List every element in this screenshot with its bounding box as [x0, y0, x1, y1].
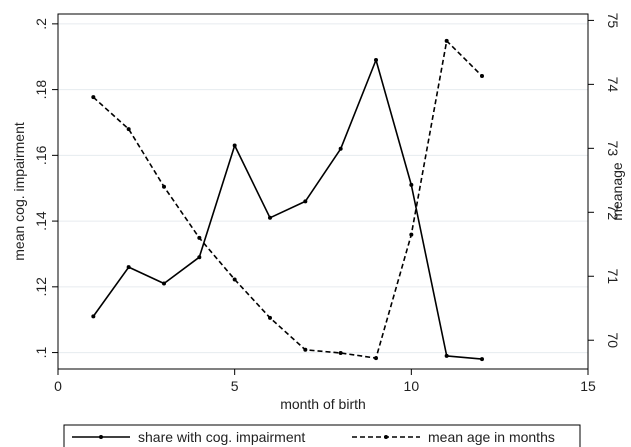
x-tick-label-2: 10: [404, 378, 420, 394]
legend-label-mean-age-in-months: mean age in months: [428, 429, 555, 445]
legend-box: [63, 424, 581, 447]
point-share-with-cog-impairment-5: [268, 215, 272, 220]
series-line-mean-age-in-months: [92, 40, 483, 359]
right-y-tick-label-2: 72: [605, 204, 621, 220]
point-share-with-cog-impairment-9: [409, 182, 414, 187]
point-share-with-cog-impairment-7: [338, 146, 343, 151]
left-y-tick-label-4: .18: [33, 80, 49, 100]
point-mean-age-in-months-6: [303, 347, 308, 352]
point-share-with-cog-impairment-2: [162, 281, 166, 286]
plot-area: [57, 13, 589, 370]
x-tick-label-1: 5: [231, 378, 239, 394]
point-share-with-cog-impairment-10: [444, 353, 449, 358]
point-mean-age-in-months-3: [197, 235, 202, 240]
right-y-axis-title: meanage: [609, 162, 625, 221]
legend-marker-mean-age-in-months: [384, 435, 388, 439]
series-layer: [91, 38, 484, 362]
legend-marker-share-with-cog-impairment: [99, 435, 103, 439]
point-mean-age-in-months-4: [232, 277, 237, 282]
point-share-with-cog-impairment-8: [374, 58, 378, 63]
right-y-axis: 70 71 72 73 74 75: [588, 13, 621, 348]
point-mean-age-in-months-10: [444, 38, 449, 43]
left-y-axis-title: mean cog. impairment: [11, 122, 27, 261]
point-mean-age-in-months-9: [409, 232, 414, 237]
point-mean-age-in-months-11: [480, 74, 484, 79]
point-mean-age-in-months-5: [268, 315, 272, 320]
point-mean-age-in-months-7: [338, 351, 343, 356]
right-y-tick-label-4: 74: [605, 77, 621, 93]
left-y-tick-label-1: .12: [33, 277, 49, 297]
left-y-axis: .1 .12 .14 .16 .18 .2: [33, 18, 58, 359]
left-y-tick-label-0: .1: [33, 347, 49, 359]
x-axis-title: month of birth: [280, 396, 366, 412]
point-share-with-cog-impairment-4: [232, 143, 237, 148]
left-y-tick-label-3: .16: [33, 145, 49, 165]
point-share-with-cog-impairment-6: [303, 199, 308, 204]
point-share-with-cog-impairment-3: [197, 255, 202, 260]
legend: share with cog. impairment mean age in m…: [63, 424, 581, 447]
grid-lines: [58, 23, 588, 354]
point-mean-age-in-months-1: [126, 127, 131, 132]
right-y-tick-label-0: 70: [605, 332, 621, 348]
right-y-tick-label-5: 75: [605, 13, 621, 29]
x-axis: 0 5 10 15: [54, 369, 596, 394]
point-share-with-cog-impairment-11: [480, 357, 484, 362]
legend-label-share-with-cog-impairment: share with cog. impairment: [138, 429, 305, 445]
x-tick-label-3: 15: [580, 378, 596, 394]
left-y-tick-label-2: .14: [33, 211, 49, 231]
left-y-tick-label-5: .2: [33, 18, 49, 30]
right-y-tick-label-1: 71: [605, 268, 621, 284]
point-mean-age-in-months-2: [162, 184, 166, 189]
point-share-with-cog-impairment-1: [126, 265, 131, 270]
x-tick-label-0: 0: [54, 378, 62, 394]
series-line-share-with-cog-impairment: [92, 59, 483, 360]
point-mean-age-in-months-8: [374, 356, 378, 361]
point-share-with-cog-impairment-0: [91, 314, 96, 319]
point-mean-age-in-months-0: [91, 95, 96, 100]
right-y-tick-label-3: 73: [605, 141, 621, 157]
